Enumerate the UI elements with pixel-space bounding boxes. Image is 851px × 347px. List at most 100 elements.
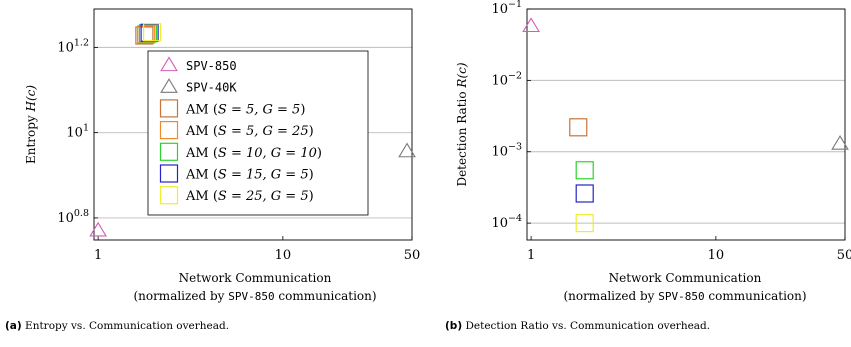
legend-item: AM (S = 10, G = 10) (159, 142, 322, 161)
legend-name-suffix: ) (317, 146, 322, 161)
y-axis-label: Entropy H(c) (24, 85, 38, 164)
data-point (143, 23, 162, 42)
legend-item: SPV-850 (160, 56, 237, 73)
y-axis-label-math: R(c) (455, 62, 469, 88)
caption-a: (a) Entropy vs. Communication overhead. (5, 320, 229, 332)
x-tick-label: 10 (708, 248, 725, 263)
legend-marker (159, 120, 179, 140)
y-tick-exponent: 1 (83, 123, 89, 134)
legend-name: SPV-850 (186, 59, 237, 73)
legend-name-math: S = 15, G = 5 (218, 168, 309, 183)
y-tick-label: 100.8 (57, 208, 89, 226)
legend-name-prefix: AM ( (185, 146, 218, 161)
y-tick-exponent: −2 (508, 70, 522, 81)
x-axis-note-prefix: (normalized by (133, 289, 228, 303)
caption-b-tag: (b) (445, 320, 463, 332)
legend-name-math: S = 5, G = 5 (218, 102, 300, 117)
legend-name-math: S = 10, G = 10 (218, 146, 317, 161)
legend-name-prefix: AM ( (185, 189, 218, 204)
data-point (137, 25, 156, 44)
legend-label: AM (S = 25, G = 5) (185, 189, 314, 204)
x-axis-note-mono: SPV-850 (658, 290, 704, 303)
x-axis-note-suffix: communication) (275, 289, 377, 303)
y-tick-base: 10 (57, 40, 74, 55)
data-point (135, 26, 154, 45)
data-point (522, 17, 540, 33)
y-tick-base: 10 (57, 211, 74, 226)
y-tick-exponent: −1 (508, 0, 522, 10)
y-tick-label: 10−4 (491, 213, 522, 231)
legend-item: AM (S = 5, G = 25) (159, 120, 314, 140)
legend-name-suffix: ) (309, 189, 314, 204)
x-tick-label: 50 (837, 248, 851, 263)
legend-name-prefix: AM ( (185, 102, 218, 117)
y-axis-label: Detection Ratio R(c) (455, 62, 469, 186)
legend-item: SPV-40K (160, 78, 237, 95)
data-point (575, 214, 594, 233)
y-axis-label-math: H(c) (24, 85, 38, 113)
caption-b-text: Detection Ratio vs. Communication overhe… (462, 320, 711, 332)
y-tick-exponent: −4 (508, 213, 522, 224)
x-tick-label: 50 (404, 248, 421, 263)
legend-name-prefix: AM ( (185, 124, 218, 139)
plot-frame (526, 8, 846, 241)
legend-marker (159, 99, 179, 118)
x-axis-note-mono: SPV-850 (228, 290, 274, 303)
y-tick-exponent: −3 (508, 142, 522, 153)
legend-label: AM (S = 5, G = 25) (185, 124, 314, 139)
data-point (575, 161, 594, 180)
legend-name-suffix: ) (309, 168, 314, 183)
x-axis-label: Network Communication (609, 271, 762, 285)
y-tick-label: 101 (66, 123, 89, 141)
caption-a-tag: (a) (5, 320, 22, 332)
legend-marker (159, 186, 179, 205)
x-axis-note-prefix: (normalized by (563, 289, 658, 303)
legend-label: SPV-850 (186, 59, 237, 73)
legend-label: AM (S = 10, G = 10) (185, 146, 322, 161)
legend-item: AM (S = 5, G = 5) (159, 99, 305, 118)
legend-label: AM (S = 15, G = 5) (185, 168, 314, 183)
y-tick-exponent: 1.2 (74, 37, 89, 48)
y-tick-base: 10 (491, 2, 508, 17)
x-tick-label: 1 (527, 248, 535, 263)
y-tick-base: 10 (491, 73, 508, 88)
data-point (575, 184, 594, 203)
caption-a-text: Entropy vs. Communication overhead. (21, 320, 230, 332)
y-tick-base: 10 (491, 216, 508, 231)
data-point (831, 135, 849, 150)
y-tick-base: 10 (491, 145, 508, 160)
x-tick-label: 10 (275, 248, 292, 263)
legend-marker (160, 78, 178, 93)
legend-marker (159, 164, 179, 183)
y-tick-label: 10−2 (491, 70, 522, 88)
data-point (398, 142, 416, 158)
y-tick-label: 101.2 (57, 37, 89, 55)
y-tick-exponent: 0.8 (74, 208, 89, 219)
legend-item: AM (S = 25, G = 5) (159, 186, 314, 205)
caption-b: (b) Detection Ratio vs. Communication ov… (445, 320, 710, 332)
y-tick-label: 10−1 (491, 0, 522, 17)
data-point (569, 118, 588, 137)
x-tick-label: 1 (94, 248, 102, 263)
legend-name-prefix: AM ( (185, 168, 218, 183)
y-axis-label-text: Entropy (24, 112, 38, 165)
legend-marker (159, 142, 179, 161)
y-axis-label-text: Detection Ratio (455, 88, 469, 187)
legend-name-suffix: ) (300, 102, 305, 117)
legend-name-suffix: ) (309, 124, 314, 139)
legend-name: SPV-40K (186, 81, 237, 95)
x-axis-label: Network Communication (179, 271, 332, 285)
x-axis-note-suffix: communication) (705, 289, 807, 303)
legend-name-math: S = 5, G = 25 (218, 124, 309, 139)
y-tick-base: 10 (66, 126, 83, 141)
legend-box (147, 50, 369, 216)
legend-marker (160, 56, 178, 72)
legend-label: AM (S = 5, G = 5) (185, 102, 305, 117)
x-axis-label-note: (normalized by SPV-850 communication) (563, 289, 806, 303)
plot-frame (93, 8, 413, 241)
y-tick-label: 10−3 (491, 142, 522, 160)
legend-item: AM (S = 15, G = 5) (159, 164, 314, 183)
